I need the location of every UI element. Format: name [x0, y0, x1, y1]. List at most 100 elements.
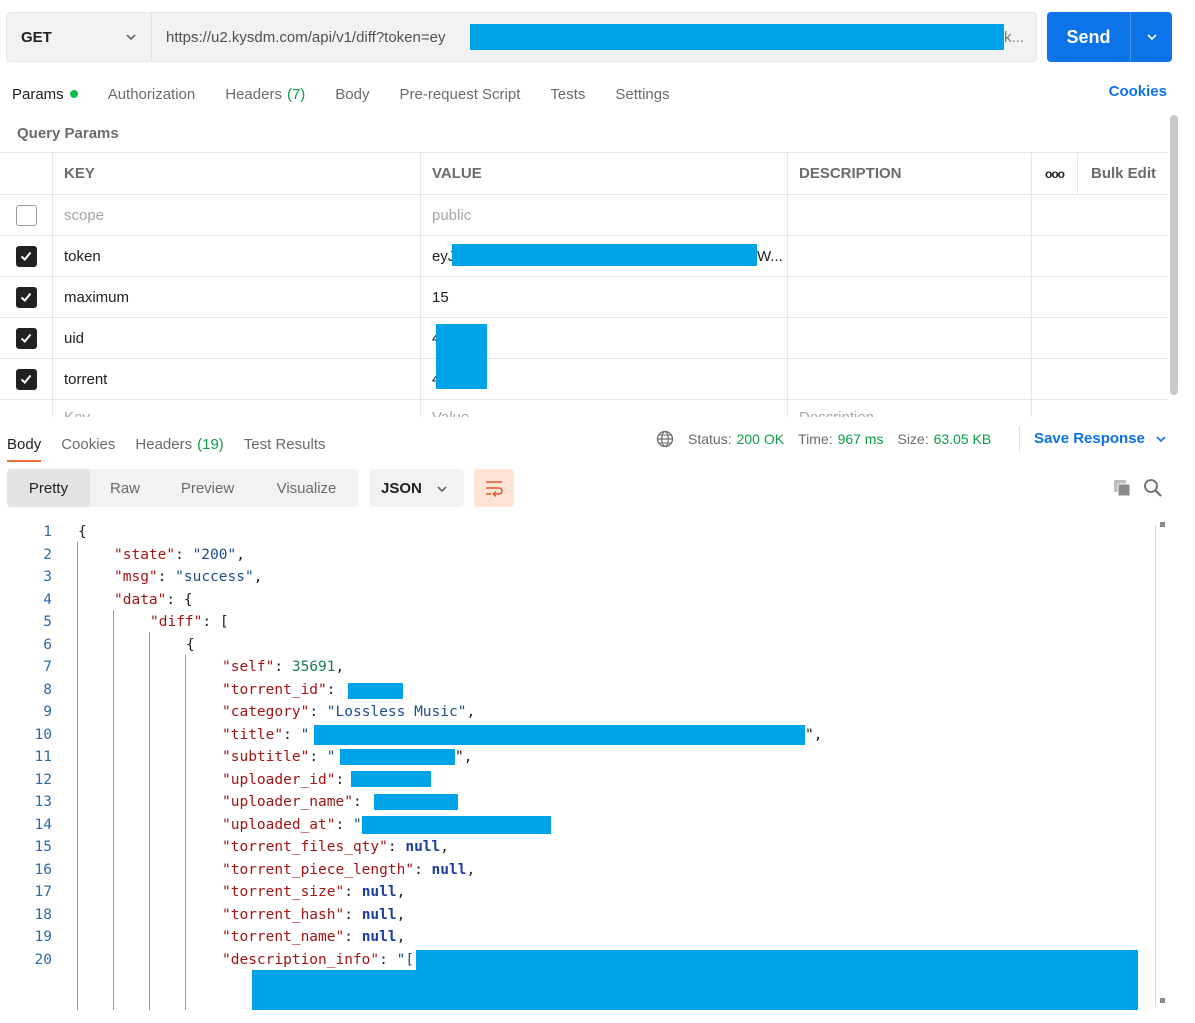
tab-headers[interactable]: Headers (7)	[225, 85, 306, 103]
column-header-key: KEY	[53, 153, 421, 194]
params-scrollbar[interactable]	[1170, 115, 1178, 395]
line-number: 13	[34, 794, 52, 811]
search-icon[interactable]	[1143, 478, 1163, 498]
scroll-up-arrow[interactable]	[1160, 522, 1165, 527]
method-select[interactable]: GET	[7, 13, 152, 61]
tab-response-headers[interactable]: Headers (19)	[135, 435, 224, 453]
param-checkbox[interactable]	[15, 286, 37, 308]
param-checkbox[interactable]	[15, 245, 37, 267]
new-param-key-input[interactable]: Key	[53, 400, 421, 417]
param-value[interactable]: public	[421, 195, 788, 235]
code-line: 14 "uploaded_at": "	[0, 814, 1160, 837]
param-value[interactable]: eyJ W...	[421, 236, 788, 276]
more-options-button[interactable]: ooo	[1032, 153, 1078, 194]
table-row: scope public	[0, 195, 1168, 236]
line-number: 18	[34, 906, 52, 923]
line-number: 20	[34, 951, 52, 968]
tab-pre-request-script[interactable]: Pre-request Script	[399, 85, 521, 103]
view-raw-button[interactable]: Raw	[109, 479, 140, 497]
param-description[interactable]	[788, 318, 1032, 358]
line-number: 5	[43, 614, 52, 631]
redaction-block	[452, 244, 757, 266]
checkmark-icon	[20, 333, 32, 343]
code-line: 20 "description_info": "[	[0, 949, 1160, 972]
chevron-down-icon	[437, 486, 447, 493]
line-number: 9	[43, 704, 52, 721]
time-label: Time:	[798, 431, 833, 447]
code-line: 5 "diff": [	[0, 611, 1160, 634]
globe-icon[interactable]	[656, 430, 674, 448]
column-header-description: DESCRIPTION	[788, 153, 1032, 194]
url-ellipsis: k...	[1003, 28, 1024, 46]
tab-authorization[interactable]: Authorization	[107, 85, 196, 103]
param-key[interactable]: token	[53, 236, 421, 276]
param-description[interactable]	[788, 359, 1032, 399]
indent-guide	[113, 610, 114, 1010]
copy-icon[interactable]	[1112, 478, 1132, 498]
param-description[interactable]	[788, 236, 1032, 276]
line-number: 16	[34, 861, 52, 878]
table-row-new: Key Value Description	[0, 400, 1168, 417]
code-line: 2 "state": "200",	[0, 544, 1160, 567]
status-label: Status:	[688, 431, 732, 447]
new-param-description-input[interactable]: Description	[788, 400, 1032, 417]
tab-test-results[interactable]: Test Results	[243, 435, 326, 453]
response-meta: Status: 200 OK Time: 967 ms Size: 63.05 KB	[656, 430, 991, 448]
line-number: 3	[43, 569, 52, 586]
chevron-down-icon	[126, 34, 136, 41]
format-select[interactable]: JSON	[369, 469, 464, 507]
view-preview-button[interactable]: Preview	[180, 479, 235, 497]
checkmark-icon	[20, 374, 32, 384]
redaction-block	[348, 683, 403, 699]
code-text: "description_info": "[	[222, 951, 415, 968]
cookies-link[interactable]: Cookies	[1108, 83, 1167, 100]
editor-scrollbar[interactable]	[1155, 520, 1168, 1010]
query-params-title: Query Params	[17, 125, 119, 142]
bulk-edit-button[interactable]: Bulk Edit	[1091, 165, 1157, 182]
redaction-block	[340, 749, 455, 765]
view-visualize-button[interactable]: Visualize	[276, 479, 337, 497]
tab-settings[interactable]: Settings	[615, 85, 670, 103]
chevron-down-icon	[1156, 435, 1166, 442]
param-key[interactable]: maximum	[53, 277, 421, 317]
format-label: JSON	[381, 479, 422, 497]
param-checkbox[interactable]	[15, 327, 37, 349]
code-text: "state": "200",	[114, 546, 245, 563]
divider	[1019, 426, 1020, 452]
checkmark-icon	[20, 292, 32, 302]
code-text: "torrent_files_qty": null,	[222, 839, 449, 856]
line-number: 11	[34, 749, 52, 766]
save-response-button[interactable]: Save Response	[1034, 430, 1167, 447]
line-number: 19	[34, 929, 52, 946]
redaction-block	[374, 794, 458, 810]
wrap-lines-button[interactable]	[474, 469, 514, 507]
param-key[interactable]: uid	[53, 318, 421, 358]
code-line: 4 "data": {	[0, 589, 1160, 612]
size-value: 63.05 KB	[933, 431, 992, 447]
param-description[interactable]	[788, 277, 1032, 317]
redaction-block	[314, 725, 805, 745]
tab-response-cookies[interactable]: Cookies	[61, 435, 116, 453]
redaction-block	[252, 970, 1138, 1010]
tab-response-body[interactable]: Body	[7, 428, 42, 462]
new-param-value-input[interactable]: Value	[421, 400, 788, 417]
param-checkbox[interactable]	[15, 204, 37, 226]
response-body-editor[interactable]: 1{2 "state": "200", 3 "msg": "success", 4 "da…	[0, 520, 1168, 1010]
send-button[interactable]: Send	[1047, 12, 1131, 62]
param-key[interactable]: scope	[53, 195, 421, 235]
param-checkbox[interactable]	[15, 368, 37, 390]
tab-body[interactable]: Body	[335, 85, 370, 103]
scroll-down-arrow[interactable]	[1160, 998, 1165, 1003]
code-line: 13 "uploader_name":	[0, 791, 1160, 814]
view-mode-segmented: Pretty Raw Preview Visualize	[7, 469, 358, 507]
param-description[interactable]	[788, 195, 1032, 235]
code-line: 1{	[0, 521, 1160, 544]
tab-tests[interactable]: Tests	[550, 85, 586, 103]
param-value[interactable]: 15	[421, 277, 788, 317]
send-options-button[interactable]	[1131, 12, 1172, 62]
tab-params[interactable]: Params	[12, 80, 78, 108]
param-key[interactable]: torrent	[53, 359, 421, 399]
code-text: "uploader_id":	[222, 771, 353, 788]
url-input[interactable]: https://u2.kysdm.com/api/v1/diff?token=e…	[152, 13, 1036, 61]
view-pretty-button[interactable]: Pretty	[7, 469, 90, 507]
